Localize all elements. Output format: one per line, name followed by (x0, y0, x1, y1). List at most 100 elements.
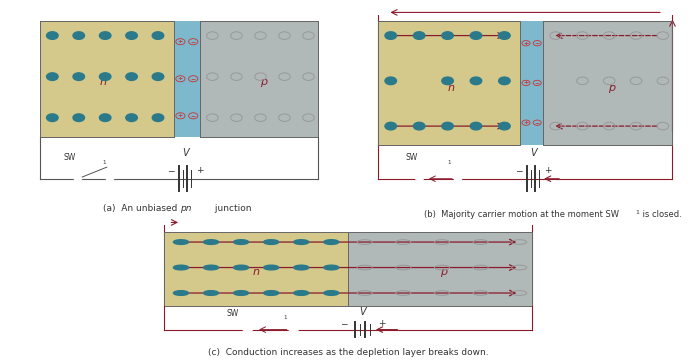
Bar (200, 21, 318, 136)
Circle shape (152, 73, 164, 81)
Bar (348, 232, 532, 306)
Circle shape (234, 291, 248, 295)
Circle shape (126, 73, 137, 81)
Text: p: p (260, 77, 267, 87)
Bar (187, 21, 200, 136)
Text: −: − (191, 76, 196, 81)
Circle shape (173, 291, 189, 295)
Circle shape (324, 265, 339, 270)
Text: SW: SW (227, 310, 239, 318)
Circle shape (152, 114, 164, 122)
Text: −: − (535, 41, 540, 46)
Text: n: n (253, 267, 260, 277)
Circle shape (498, 122, 510, 130)
Circle shape (413, 32, 425, 39)
Text: SW: SW (405, 153, 418, 162)
Text: pn: pn (180, 204, 192, 213)
Circle shape (442, 122, 453, 130)
Circle shape (416, 176, 423, 181)
Circle shape (152, 32, 164, 39)
Circle shape (73, 114, 84, 122)
Text: −: − (191, 39, 196, 44)
Text: +: + (196, 167, 203, 175)
Circle shape (100, 32, 111, 39)
Circle shape (100, 73, 111, 81)
Circle shape (470, 32, 482, 39)
Circle shape (294, 240, 309, 244)
Text: +: + (177, 113, 183, 118)
Circle shape (74, 176, 82, 181)
Text: +: + (523, 41, 529, 46)
Circle shape (498, 77, 510, 85)
Circle shape (234, 265, 248, 270)
Text: +: + (177, 76, 183, 81)
Text: +: + (523, 120, 529, 125)
Circle shape (413, 122, 425, 130)
Text: 1: 1 (448, 160, 451, 165)
Circle shape (47, 32, 58, 39)
Circle shape (243, 328, 253, 331)
Text: 1: 1 (635, 210, 640, 215)
Text: −: − (515, 167, 523, 175)
Bar (521, 21, 532, 145)
Circle shape (442, 32, 453, 39)
Circle shape (264, 291, 278, 295)
Bar (378, 21, 521, 145)
Bar (40, 21, 174, 136)
Circle shape (470, 122, 482, 130)
Text: V: V (530, 148, 537, 158)
Bar (543, 21, 672, 145)
Circle shape (324, 291, 339, 295)
Text: 1: 1 (283, 315, 287, 321)
Circle shape (173, 240, 189, 244)
Text: +: + (378, 319, 385, 329)
Circle shape (324, 240, 339, 244)
Text: 1: 1 (102, 160, 106, 165)
Text: −: − (340, 319, 347, 329)
Text: SW: SW (63, 153, 76, 162)
Text: p: p (441, 267, 448, 277)
Bar (164, 232, 348, 306)
Circle shape (385, 122, 397, 130)
Circle shape (470, 77, 482, 85)
Bar (174, 21, 187, 136)
Circle shape (385, 32, 397, 39)
Circle shape (106, 176, 114, 181)
Text: +: + (544, 167, 551, 175)
Circle shape (47, 114, 58, 122)
Circle shape (203, 291, 219, 295)
Text: V: V (182, 148, 189, 158)
Circle shape (264, 265, 278, 270)
Bar (378, 21, 521, 145)
Circle shape (264, 240, 278, 244)
Circle shape (47, 73, 58, 81)
Text: p: p (608, 83, 615, 93)
Circle shape (73, 32, 84, 39)
Circle shape (289, 328, 299, 331)
Bar (532, 21, 543, 145)
Text: junction: junction (212, 204, 252, 213)
Bar (543, 21, 672, 145)
Text: +: + (523, 81, 529, 85)
Circle shape (203, 265, 219, 270)
Circle shape (442, 77, 453, 85)
Circle shape (203, 240, 219, 244)
Text: −: − (167, 167, 175, 175)
Text: V: V (359, 307, 366, 317)
Circle shape (126, 32, 137, 39)
Circle shape (294, 265, 309, 270)
Text: n: n (448, 83, 455, 93)
Circle shape (126, 114, 137, 122)
Circle shape (385, 77, 397, 85)
Bar (40, 21, 174, 136)
Circle shape (294, 291, 309, 295)
Circle shape (100, 114, 111, 122)
Text: (b)  Majority carrier motion at the moment SW: (b) Majority carrier motion at the momen… (425, 210, 619, 219)
Text: (c)  Conduction increases as the depletion layer breaks down.: (c) Conduction increases as the depletio… (207, 348, 489, 357)
Text: n: n (100, 77, 107, 87)
Bar (200, 21, 318, 136)
Text: (a)  An unbiased: (a) An unbiased (103, 204, 180, 213)
Text: +: + (177, 39, 183, 44)
Circle shape (498, 32, 510, 39)
Circle shape (73, 73, 84, 81)
